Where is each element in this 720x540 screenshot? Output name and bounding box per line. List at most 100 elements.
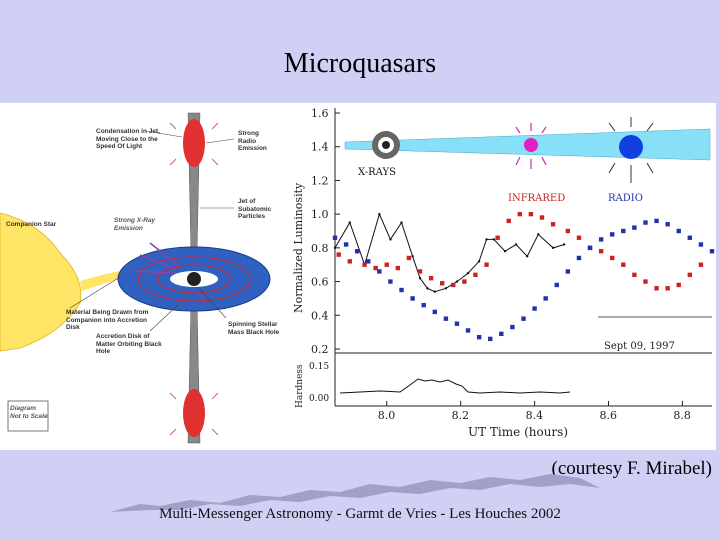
footer-text: Multi-Messenger Astronomy - Garmt de Vri… <box>159 506 561 522</box>
infrared-point <box>698 262 704 267</box>
radio-point <box>354 249 360 254</box>
xray-point <box>418 277 422 280</box>
radio-point <box>532 306 537 311</box>
radio-point <box>632 225 637 230</box>
radio-point <box>432 309 437 315</box>
x-tick-label: 8.8 <box>673 409 691 422</box>
radio-point <box>709 249 715 254</box>
radio-point <box>465 328 471 333</box>
infrared-point <box>362 262 367 267</box>
xray-point <box>333 246 337 250</box>
y-tick-label: 1.6 <box>311 107 329 120</box>
radio-point <box>443 316 449 321</box>
hardness-trace <box>339 378 571 394</box>
x-tick-label: 8.6 <box>600 409 618 422</box>
y-tick-label: 0.6 <box>311 276 329 289</box>
radio-point <box>610 232 615 237</box>
radio-point <box>343 242 349 247</box>
xray-point <box>426 287 429 290</box>
y-tick-label: 1.2 <box>311 174 329 187</box>
label-xray: Strong X-Ray Emission <box>114 217 156 232</box>
xray-point <box>477 260 481 263</box>
radio-point <box>643 220 648 225</box>
radio-point <box>388 279 393 284</box>
y-tick-label: 0.8 <box>311 242 329 255</box>
infrared-point <box>336 252 341 257</box>
radio-point <box>676 228 681 234</box>
hardness-axis-title: Hardness <box>295 364 305 408</box>
x-tick-label: 8.2 <box>452 409 470 422</box>
microquasar-diagram <box>0 103 300 450</box>
material-stream <box>80 271 120 291</box>
infrared-point <box>539 215 545 220</box>
xray-point <box>348 221 351 224</box>
infrared-point <box>676 282 681 288</box>
y-tick-label: 1.0 <box>311 208 329 221</box>
radio-point <box>410 296 415 301</box>
label-disk: Accretion Disk of Matter Orbiting Black … <box>96 333 162 355</box>
xray-point <box>537 233 540 236</box>
series-layer <box>332 211 715 342</box>
radio-point <box>587 245 593 251</box>
infrared-point <box>373 265 378 271</box>
radio-point <box>332 235 338 240</box>
radio-point <box>476 335 482 340</box>
label-radio: RADIO <box>608 193 643 204</box>
label-companion: Companion Star <box>6 221 57 228</box>
radio-point <box>576 255 582 261</box>
infrared-point <box>632 272 637 278</box>
black-hole <box>187 272 201 286</box>
y-axis-title: Normalized Luminosity <box>292 182 305 313</box>
infrared-point <box>417 269 423 274</box>
infrared-point <box>576 235 582 240</box>
infrared-point <box>665 286 670 291</box>
lightcurve-plot: X-RAYS INFRARED RADIO Normalized Luminos… <box>292 107 715 439</box>
xray-point <box>492 238 496 241</box>
infrared-point <box>687 272 693 278</box>
radio-point <box>543 296 548 301</box>
radio-point <box>654 218 659 224</box>
radio-point <box>598 237 604 242</box>
xray-point <box>525 255 529 258</box>
infrared-point <box>473 272 478 278</box>
infrared-point <box>610 255 615 261</box>
xray-point <box>433 290 436 293</box>
xray-point <box>562 243 566 246</box>
label-infrared: INFRARED <box>508 193 565 204</box>
radio-point <box>499 331 504 337</box>
label-condensation: Condensation in Jet, Moving Close to the… <box>96 128 160 150</box>
radio-point <box>454 321 460 326</box>
y-tick-label: 0.2 <box>311 343 329 356</box>
band-strip <box>344 117 711 183</box>
radio-point <box>488 336 493 342</box>
hardness-tick-label: 0.00 <box>309 394 329 404</box>
radio-source-icon <box>619 135 643 159</box>
radio-point <box>554 282 559 288</box>
companion-star <box>0 212 82 352</box>
radio-point <box>621 228 626 234</box>
infrared-point <box>495 235 500 240</box>
series-line-xray <box>334 212 565 293</box>
figure-panel: Condensation in Jet, Moving Close to the… <box>0 103 716 450</box>
radio-point <box>665 222 670 227</box>
disk-ring-inner <box>157 264 231 294</box>
infrared-point <box>517 211 523 217</box>
xray-point <box>514 243 518 246</box>
hardness-tick-label: 0.15 <box>309 362 329 372</box>
slide-title: Microquasars <box>283 48 437 79</box>
scale-box <box>7 400 49 432</box>
label-strong-radio: Strong Radio Emission <box>238 130 267 152</box>
infrared-point <box>550 222 556 227</box>
infrared-point <box>643 279 648 284</box>
label-spinning: Spinning Stellar Mass Black Hole <box>228 321 280 336</box>
xray-point <box>551 246 555 250</box>
xticks: 8.0 8.2 8.4 8.6 8.8 <box>378 401 691 422</box>
blob-lower <box>183 389 205 437</box>
xray-point <box>400 221 403 224</box>
radio-point <box>399 287 404 293</box>
label-material: Material Being Drawn from Companion into… <box>66 309 149 331</box>
label-jet: Jet of Subatomic Particles <box>238 198 272 220</box>
infrared-point <box>598 249 604 254</box>
label-xrays: X-RAYS <box>358 167 396 178</box>
mountain-silhouette-decoration <box>110 474 600 512</box>
